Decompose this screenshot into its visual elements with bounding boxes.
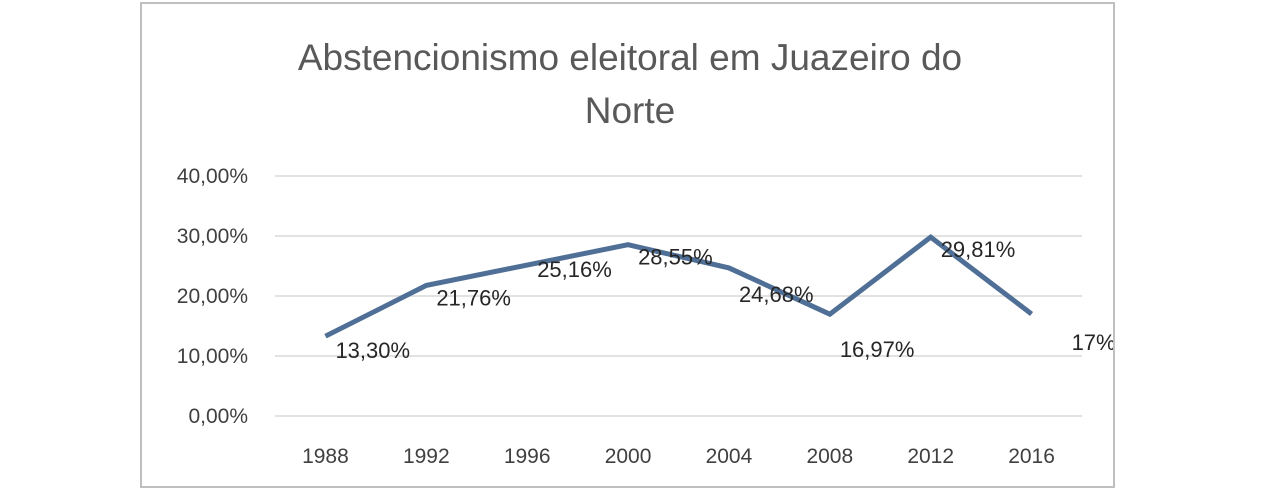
x-tick-label: 2000	[605, 445, 652, 468]
x-tick-label: 2016	[1008, 445, 1055, 468]
y-tick-label: 0,00%	[188, 405, 248, 428]
series-line	[324, 233, 1034, 339]
line-chart: Abstencionismo eleitoral em Juazeiro do …	[177, 37, 1113, 468]
gridlines	[275, 175, 1082, 417]
y-tick-label: 20,00%	[177, 285, 248, 308]
chart-title-line-1: Abstencionismo eleitoral em Juazeiro do	[298, 37, 962, 78]
x-tick-label: 1992	[403, 445, 450, 468]
x-tick-label: 2008	[806, 445, 853, 468]
chart-frame: Abstencionismo eleitoral em Juazeiro do …	[140, 2, 1115, 488]
chart-title: Abstencionismo eleitoral em Juazeiro do …	[298, 37, 962, 131]
x-axis-tick-labels: 1988 1992 1996 2000 2004 2008 2012 2016	[302, 445, 1055, 468]
data-label: 17%	[1072, 330, 1113, 355]
y-tick-label: 40,00%	[177, 165, 248, 188]
data-label: 29,81%	[941, 237, 1016, 262]
data-label: 28,55%	[638, 245, 713, 270]
x-tick-label: 1988	[302, 445, 349, 468]
x-tick-label: 2004	[706, 445, 753, 468]
x-tick-label: 2012	[907, 445, 954, 468]
data-label: 21,76%	[436, 285, 511, 310]
x-tick-label: 1996	[504, 445, 551, 468]
data-label: 13,30%	[335, 338, 410, 363]
y-tick-label: 30,00%	[177, 225, 248, 248]
y-axis-tick-labels: 0,00% 10,00% 20,00% 30,00% 40,00%	[177, 165, 248, 428]
data-labels: 13,30% 21,76% 25,16% 28,55% 24,68% 16,97% 29,8…	[335, 237, 1113, 363]
data-label: 16,97%	[840, 337, 915, 362]
data-label: 25,16%	[537, 257, 612, 282]
chart-title-line-2: Norte	[585, 90, 675, 131]
data-label: 24,68%	[739, 282, 814, 307]
series-group	[324, 233, 1034, 339]
y-tick-label: 10,00%	[177, 345, 248, 368]
